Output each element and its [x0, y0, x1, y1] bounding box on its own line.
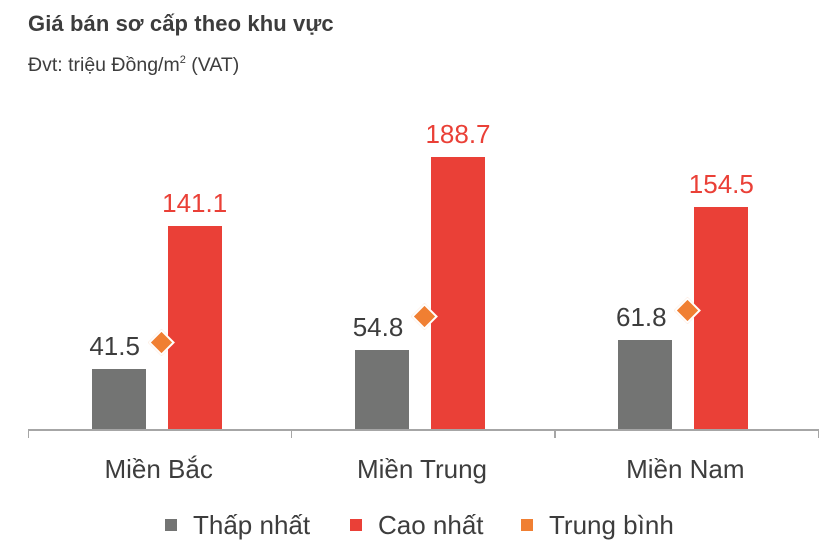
label-min-value: 54.8	[352, 312, 404, 343]
label-max-value: 141.1	[162, 187, 228, 218]
legend-item-max: Cao nhất	[350, 508, 484, 542]
legend-label: Thấp nhất	[193, 509, 311, 540]
legend-square-icon	[350, 519, 362, 531]
label-min-value: 61.8	[616, 302, 667, 332]
legend-square-icon	[165, 519, 177, 531]
legend-square-icon	[521, 519, 533, 531]
bar-min	[91, 369, 146, 429]
unit-vat-label: (VAT)	[185, 54, 240, 76]
label-max-value: 188.7	[425, 119, 491, 150]
bar-max	[694, 206, 749, 429]
label-min-value: 41.5	[89, 331, 140, 362]
category-label: Miền Trung	[356, 454, 488, 484]
bar-min	[355, 350, 409, 429]
unit-superscript: 2	[179, 54, 186, 66]
x-axis-line	[28, 429, 818, 431]
chart-subtitle: Đvt: triệu Đồng/m2 (VAT)	[28, 54, 239, 77]
label-max-value: 154.5	[688, 168, 754, 199]
x-axis-tick	[817, 429, 819, 438]
x-axis-tick	[27, 429, 29, 438]
x-axis-tick	[554, 429, 556, 438]
legend-label: Trung bình	[549, 509, 674, 540]
legend-item-avg: Trung bình	[521, 508, 674, 542]
legend-item-min: Thấp nhất	[165, 508, 310, 542]
bar-min	[618, 340, 673, 429]
category-label: Miền Nam	[626, 454, 745, 484]
chart-title: Giá bán sơ cấp theo khu vực	[28, 11, 334, 36]
x-axis-tick	[290, 429, 293, 438]
bar-max	[431, 157, 485, 429]
legend-label: Cao nhất	[378, 509, 484, 540]
bar-max	[167, 225, 222, 429]
legend: Thấp nhất Cao nhất Trung bình	[0, 508, 832, 542]
category-label: Miền Bắc	[104, 454, 213, 484]
unit-label: Đvt: triệu Đồng/m	[28, 54, 180, 76]
